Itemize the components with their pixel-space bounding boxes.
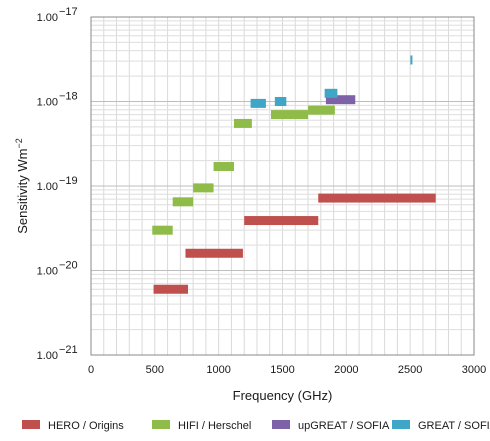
bar-segment-1-4: [318, 193, 436, 203]
bar-segment-1-3: [244, 216, 319, 226]
bar-segment-2-4: [213, 162, 234, 172]
bar-segment-2-2: [172, 197, 194, 207]
bar-segment-1-1: [153, 284, 189, 294]
legend: HERO / Origins HIFI / Herschel upGREAT / S…: [22, 420, 490, 432]
y-tick-mantissa: 1.00: [37, 12, 58, 24]
x-tick-label: 1500: [270, 364, 294, 376]
x-axis-title: Frequency (GHz): [233, 388, 333, 403]
legend-label: GREAT / SOFIA: [418, 420, 490, 432]
x-tick-label: 1000: [206, 364, 230, 376]
x-tick-label: 3000: [462, 364, 486, 376]
y-tick-exponent: −17: [59, 6, 78, 18]
x-axis-tick-labels: 0 500 1000 1500 2000 2500 3000: [88, 364, 486, 376]
bar-segment-2-1: [152, 225, 173, 235]
bar-segment-2-7: [308, 105, 335, 115]
y-tick-label: 1.00: [37, 350, 58, 362]
bar-segment-4-1: [250, 98, 266, 108]
y-tick-mantissa: 1.00: [37, 350, 58, 362]
y-tick-mantissa: 1.00: [37, 181, 58, 193]
y-tick-label: 1.00: [37, 181, 58, 193]
y-axis-tick-labels: 1.00 −211.00 −201.00 −191.00 −181.00 −17: [37, 6, 78, 362]
y-axis-title-superscript: −2: [14, 138, 24, 148]
bar-segment-2-3: [193, 183, 214, 193]
y-axis-title: Sensitivity Wm−2: [14, 138, 30, 234]
bar-segment-4-3: [324, 88, 338, 98]
y-tick-exponent: −20: [59, 260, 78, 272]
y-tick-mantissa: 1.00: [37, 97, 58, 109]
bar-segment-1-2: [185, 248, 243, 258]
legend-label: HERO / Origins: [48, 420, 124, 432]
x-tick-label: 2000: [334, 364, 358, 376]
legend-swatch: [392, 420, 410, 429]
bar-segment-4-2: [274, 97, 287, 106]
y-tick-exponent: −19: [59, 175, 78, 187]
plot-area-frame: [90, 16, 475, 356]
legend-label: upGREAT / SOFIA: [298, 420, 390, 432]
y-tick-label: 1.00: [37, 266, 58, 278]
bar-segment-3-1: [325, 95, 356, 105]
legend-swatch: [152, 420, 170, 429]
y-tick-label: 1.00: [37, 12, 58, 24]
data-bars: [152, 55, 436, 294]
legend-label: HIFI / Herschel: [178, 420, 251, 432]
y-tick-mantissa: 1.00: [37, 266, 58, 278]
x-tick-label: 500: [146, 364, 164, 376]
y-tick-exponent: −18: [59, 91, 78, 103]
legend-swatch: [272, 420, 290, 429]
bar-segment-2-5: [233, 118, 252, 128]
x-tick-label: 0: [88, 364, 94, 376]
x-tick-label: 2500: [398, 364, 422, 376]
bar-segment-2-6: [271, 110, 309, 120]
y-tick-exponent: −21: [59, 344, 78, 356]
y-axis-title-text: Sensitivity Wm: [15, 149, 30, 234]
y-tick-label: 1.00: [37, 97, 58, 109]
grid: [91, 17, 474, 355]
legend-swatch: [22, 420, 40, 429]
bar-segment-4-4: [410, 55, 413, 65]
